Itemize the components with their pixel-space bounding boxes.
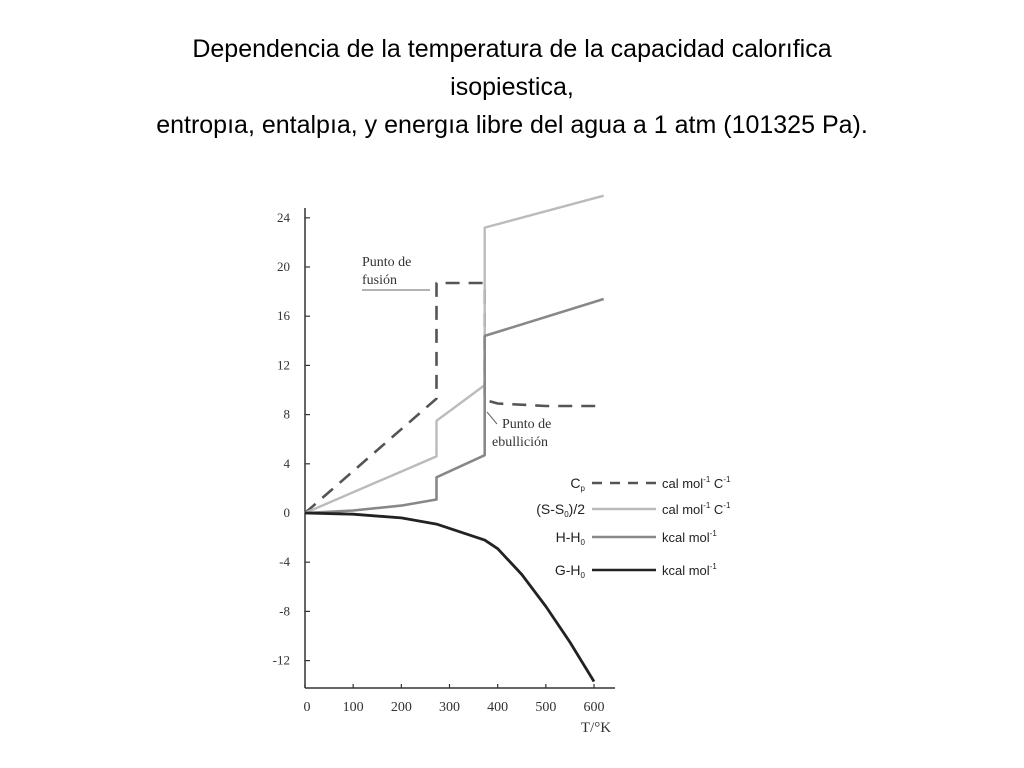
x-tick-label: 400 xyxy=(487,700,508,715)
y-tick-label: 0 xyxy=(284,505,291,520)
y-tick-label: 20 xyxy=(277,259,290,274)
annotation-boiling-line-2: ebullición xyxy=(492,435,548,450)
x-tick-label: 0 xyxy=(304,700,311,715)
series-line-3 xyxy=(304,511,596,683)
y-tick-label: 12 xyxy=(277,357,290,372)
x-tick-label: 200 xyxy=(391,700,412,715)
y-tick-label: -4 xyxy=(279,554,290,569)
annotation-boiling-line-1: Punto de xyxy=(502,417,551,432)
legend-label-0: Cp xyxy=(570,475,585,493)
y-tick-label: 8 xyxy=(284,407,291,422)
legend-unit-3: kcal mol-1 xyxy=(662,562,717,578)
series-line-2 xyxy=(304,297,605,515)
annotation-boiling-leader xyxy=(486,411,498,425)
legend-label-2: H-H0 xyxy=(556,529,586,547)
title-line-2: isopiestica, xyxy=(450,73,574,101)
annotation-fusion-line-2: fusión xyxy=(362,273,397,288)
legend-label-3: G-H0 xyxy=(555,562,586,580)
x-axis-label: T/°K xyxy=(581,720,611,736)
title-line-1: Dependencia de la temperatura de la capa… xyxy=(192,35,832,63)
title-line-3: entropıa, entalpıa, y energıa libre del … xyxy=(156,111,868,139)
y-tick-label: 4 xyxy=(284,456,291,471)
y-tick-label: -8 xyxy=(279,603,290,618)
x-tick-label: 500 xyxy=(535,700,556,715)
x-tick-label: 100 xyxy=(343,700,364,715)
legend-unit-1: cal mol-1 C-1 xyxy=(662,501,731,517)
y-tick-label: -12 xyxy=(273,653,290,668)
chart-title: Dependencia de la temperatura de la capa… xyxy=(0,30,1024,144)
annotation-fusion-line-1: Punto de xyxy=(362,255,411,270)
y-tick-label: 24 xyxy=(277,210,291,225)
y-tick-label: 16 xyxy=(277,308,291,323)
legend-unit-2: kcal mol-1 xyxy=(662,529,717,545)
legend-label-1: (S-S0)/2 xyxy=(536,501,585,519)
legend-unit-0: cal mol-1 C-1 xyxy=(662,475,731,491)
x-tick-label: 300 xyxy=(439,700,460,715)
series-line-0 xyxy=(304,281,599,514)
series-line-1 xyxy=(304,194,605,515)
x-tick-label: 600 xyxy=(584,700,605,715)
